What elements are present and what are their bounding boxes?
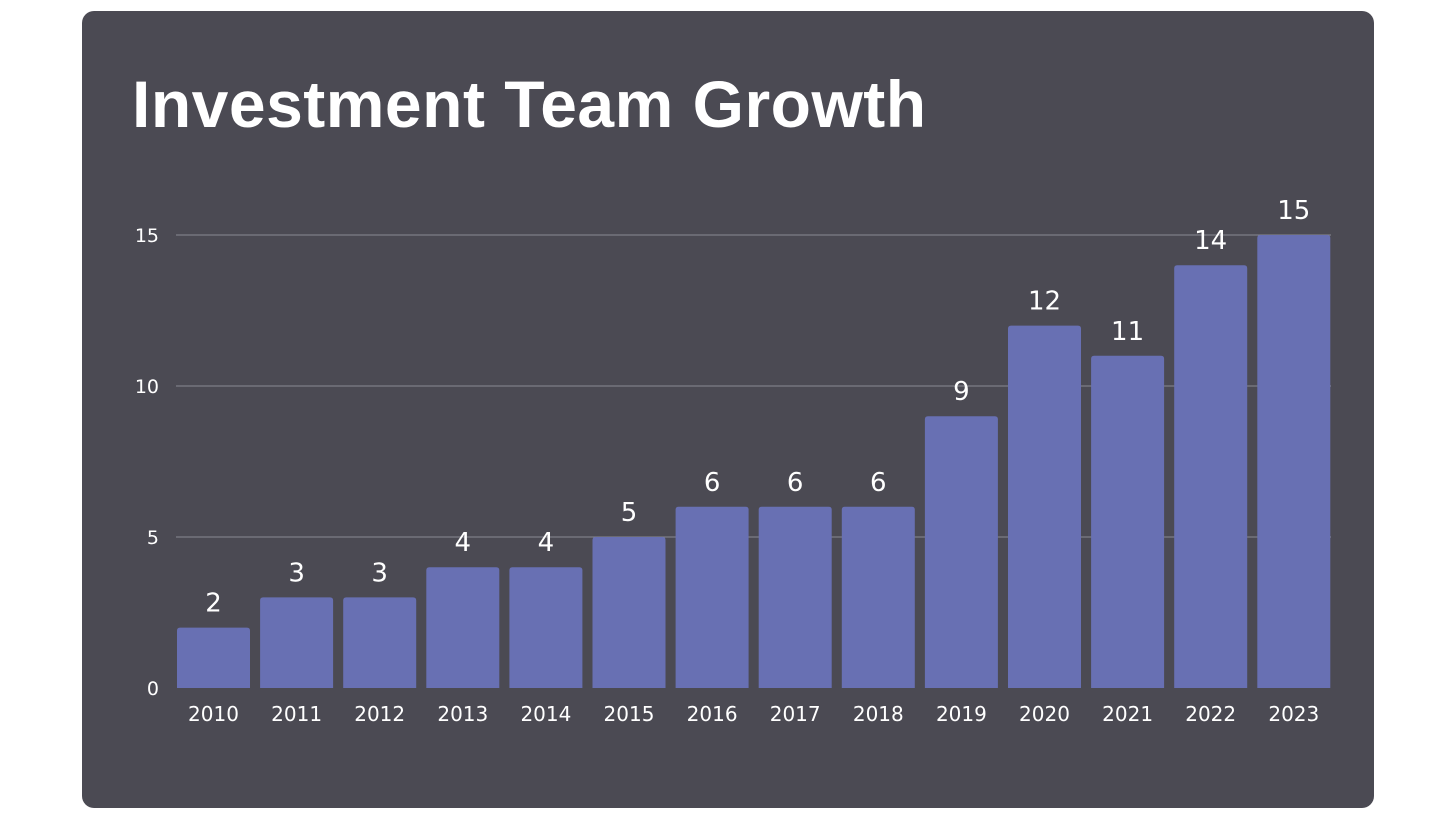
bar-2016: [675, 506, 749, 688]
category-label-2020: 2020: [1019, 702, 1070, 726]
category-label-2017: 2017: [770, 702, 821, 726]
bar-2022: [1174, 265, 1248, 688]
bar-2015: [592, 537, 666, 688]
category-label-2019: 2019: [936, 702, 987, 726]
value-label-2011: 3: [288, 558, 305, 588]
value-label-2012: 3: [371, 558, 388, 588]
category-label-2011: 2011: [271, 702, 322, 726]
y-tick-label: 5: [147, 527, 159, 549]
value-label-2014: 4: [538, 528, 555, 558]
bar-2021: [1091, 355, 1165, 688]
value-label-2013: 4: [455, 528, 472, 558]
value-label-2019: 9: [953, 377, 970, 407]
value-label-2017: 6: [787, 468, 804, 498]
value-label-2016: 6: [704, 468, 721, 498]
value-label-2010: 2: [205, 589, 222, 619]
category-label-2023: 2023: [1268, 702, 1319, 726]
bars: [177, 235, 1331, 688]
y-tick-label: 15: [135, 225, 159, 247]
y-tick-label: 10: [135, 376, 159, 398]
value-label-2015: 5: [621, 498, 638, 528]
value-label-2022: 14: [1194, 226, 1227, 256]
category-label-2013: 2013: [437, 702, 488, 726]
bar-2017: [758, 506, 832, 688]
value-label-2018: 6: [870, 468, 887, 498]
bar-2010: [177, 627, 250, 688]
bar-2018: [841, 506, 915, 688]
y-tick-label: 0: [147, 678, 159, 700]
bar-2023: [1257, 235, 1331, 688]
category-label-2014: 2014: [520, 702, 571, 726]
value-label-2021: 11: [1111, 317, 1144, 347]
labels: 0 5 10 15 2 2010 3 2011 3 2012 4 2013 4 2014 5 2015 6 201…: [135, 196, 1319, 726]
value-label-2023: 15: [1277, 196, 1310, 226]
category-label-2012: 2012: [354, 702, 405, 726]
bar-2019: [924, 416, 998, 688]
category-label-2015: 2015: [604, 702, 655, 726]
category-label-2021: 2021: [1102, 702, 1153, 726]
category-label-2022: 2022: [1185, 702, 1236, 726]
bar-2014: [509, 567, 583, 688]
bar-2013: [426, 567, 500, 688]
chart-title: Investment Team Growth: [132, 67, 927, 141]
bar-2011: [260, 597, 334, 688]
value-label-2020: 12: [1028, 287, 1061, 317]
bar-2020: [1008, 325, 1081, 688]
category-label-2018: 2018: [853, 702, 904, 726]
category-label-2010: 2010: [188, 702, 239, 726]
bar-2012: [343, 597, 417, 688]
category-label-2016: 2016: [687, 702, 738, 726]
